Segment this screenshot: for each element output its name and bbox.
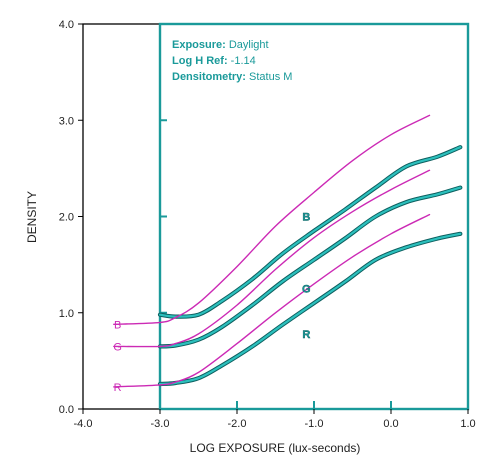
x-tick-label: 1.0 [460, 418, 475, 430]
x-tick-label: -3.0 [151, 418, 170, 430]
x-tick-label: 0.0 [383, 418, 398, 430]
annotation-value: -1.14 [228, 55, 256, 67]
y-tick-label: 3.0 [59, 115, 74, 127]
y-tick-label: 2.0 [59, 212, 74, 224]
annotation-block: Exposure: Daylight Log H Ref: -1.14 Densit… [172, 39, 292, 83]
annotation-key: Exposure: [172, 39, 226, 51]
x-tick-label: -2.0 [228, 418, 247, 430]
series-label-teal-g: G [302, 284, 311, 296]
series-label-magenta-g: G [113, 341, 122, 353]
series-line-magenta-b [113, 114, 431, 325]
x-tick-label: -4.0 [74, 418, 93, 430]
y-axis-title: DENSITY [25, 191, 39, 243]
y-tick-label: 1.0 [59, 308, 74, 320]
annotation-line: Log H Ref: -1.14 [172, 55, 256, 67]
series-label-teal-b: B [302, 212, 310, 224]
series-label-magenta-r: R [114, 382, 122, 394]
series-label-teal-r: R [302, 329, 310, 341]
axis-ticks: -4.0 -3.0 -2.0 -1.0 0.0 1.0 0.0 1.0 2.0 3.0 4.0 [59, 19, 476, 430]
x-tick-label: -1.0 [305, 418, 324, 430]
series-line-teal-r-outline [157, 231, 463, 387]
series-lines [113, 114, 463, 388]
series-line-teal-g [158, 186, 462, 348]
y-tick-label: 0.0 [59, 404, 74, 416]
series-line-magenta-r [113, 213, 431, 388]
annotation-key: Log H Ref: [172, 55, 228, 67]
annotation-line: Exposure: Daylight [172, 39, 269, 51]
annotation-value: Daylight [226, 39, 269, 51]
series-line-teal-r [158, 232, 462, 386]
series-label-magenta-b: B [114, 319, 121, 331]
series-line-magenta-g [113, 169, 431, 348]
annotation-key: Densitometry: [172, 71, 246, 83]
y-tick-label: 4.0 [59, 19, 74, 31]
annotation-value: Status M [246, 71, 292, 83]
series-line-teal-b [158, 146, 462, 318]
annotation-line: Densitometry: Status M [172, 71, 292, 83]
x-axis-title: LOG EXPOSURE (lux-seconds) [190, 441, 361, 455]
